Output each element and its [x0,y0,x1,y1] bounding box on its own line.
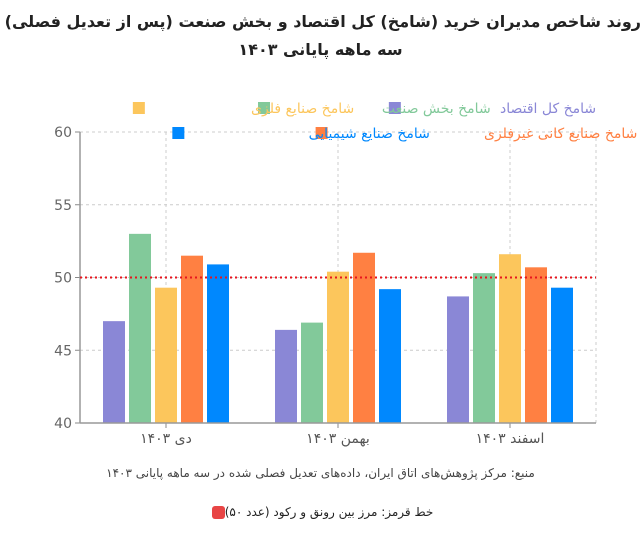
red-swatch [211,506,225,519]
bar [129,233,151,423]
bar [327,271,349,423]
y-tick-label: 45 [54,343,72,359]
chart-title: روند شاخص مدیران خرید (شامخ) کل اقتصاد و… [0,8,641,64]
bar [103,321,125,423]
legend-label: شامخ صنایع کانی غیرفلزی [484,126,637,142]
legend-label: شامخ صنایع فلزی [251,101,354,117]
x-tick-label: دی ۱۴۰۳ [140,431,192,447]
bar [499,254,521,423]
bar [275,329,297,423]
x-tick-label: اسفند ۱۴۰۳ [476,431,545,447]
bar [301,322,323,423]
bar [473,273,495,423]
bar [353,252,375,423]
bar [379,289,401,423]
source-note: منبع: مرکز پژوهش‌های اتاق ایران، داده‌ها… [106,466,535,480]
bar [207,264,229,423]
y-tick-label: 50 [54,271,72,287]
bar [155,287,177,423]
title-line-2: سه ماهه پایانی ۱۴۰۳ [238,40,403,59]
reference-line-note: خط قرمز: مرز بین رونق و رکود (عدد ۵۰) [0,505,641,519]
legend-label: شامخ صنایع شیمیایی [309,126,430,142]
legend-swatch [315,127,328,139]
title-line-1: روند شاخص مدیران خرید (شامخ) کل اقتصاد و… [0,12,641,31]
note-text: خط قرمز: مرز بین رونق و رکود (عدد ۵۰) [224,505,434,519]
legend-label: شامخ کل اقتصاد [500,101,596,117]
bar [181,255,203,423]
legend-swatch [132,102,145,114]
y-tick-label: 60 [54,125,72,141]
x-tick-label: بهمن ۱۴۰۳ [306,431,370,447]
legend-swatch [258,102,271,114]
legend-label: شامخ بخش صنعت [382,101,491,117]
y-tick-label: 40 [54,416,72,432]
y-tick-label: 55 [54,198,72,214]
bar [447,296,469,423]
legend-swatch [388,102,401,114]
bar [525,267,547,423]
legend-swatch [172,127,185,139]
bar [551,287,573,423]
